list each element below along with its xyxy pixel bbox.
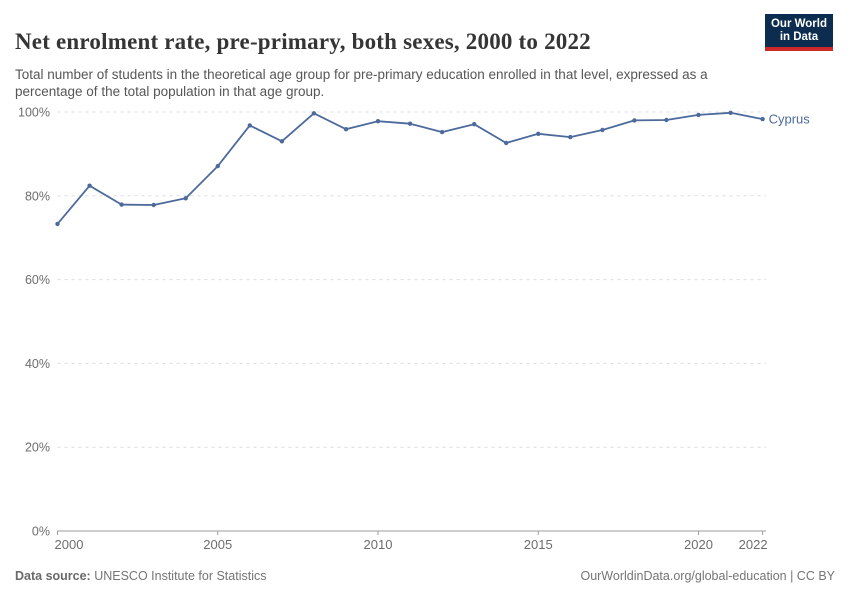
datasource-label: Data source: [15,569,91,583]
y-tick-label-60: 60% [25,273,50,287]
data-point-2014 [504,140,509,146]
data-point-2008 [311,111,317,116]
x-tick-label-2005: 2005 [203,537,232,552]
data-point-2013 [472,122,477,127]
y-tick-label-40: 40% [25,357,50,371]
data-point-2002 [119,202,124,207]
y-tick-label-0: 0% [32,525,50,539]
data-point-2012 [439,129,445,135]
data-point-2019 [664,117,669,123]
page-title: Net enrolment rate, pre-primary, both se… [15,29,591,55]
data-point-2015 [536,131,541,136]
x-tick-label-2020: 2020 [684,537,713,552]
x-tick-label-2022: 2022 [739,537,768,552]
page-subtitle: Total number of students in the theoreti… [15,66,708,99]
data-point-2011 [407,121,413,126]
x-tick-label-2000: 2000 [55,537,84,552]
y-tick-label-80: 80% [25,189,50,203]
y-tick-label-100: 100% [18,106,50,120]
data-point-2006 [247,123,252,128]
data-point-2016 [568,134,573,140]
series-label-cyprus: Cyprus [769,112,811,127]
series-line-cyprus [56,111,763,225]
data-point-2022 [760,116,765,122]
data-point-2021 [728,110,733,116]
data-point-2007 [279,139,285,144]
y-tick-label-20: 20% [25,441,50,455]
owid-logo-line2: in Data [779,31,819,43]
datasource-value: UNESCO Institute for Statistics [90,569,267,583]
data-point-2004 [183,196,188,201]
data-point-2000 [55,221,60,227]
footer-attribution: OurWorldinData.org/global-education | CC… [580,569,835,583]
data-point-2001 [87,183,92,188]
x-tick-label-2010: 2010 [364,537,393,552]
data-point-2017 [600,127,605,133]
data-point-2005 [215,163,220,169]
data-point-2003 [151,202,156,208]
data-point-2009 [343,127,349,132]
x-tick-label-2015: 2015 [524,537,553,552]
owid-logo: Our World in Data [764,14,833,51]
data-point-2018 [632,118,637,123]
owid-logo-line1: Our World [770,18,827,30]
data-point-2010 [375,119,381,124]
footer-datasource: Data source: UNESCO Institute for Statis… [15,569,266,583]
data-point-2020 [696,112,701,118]
